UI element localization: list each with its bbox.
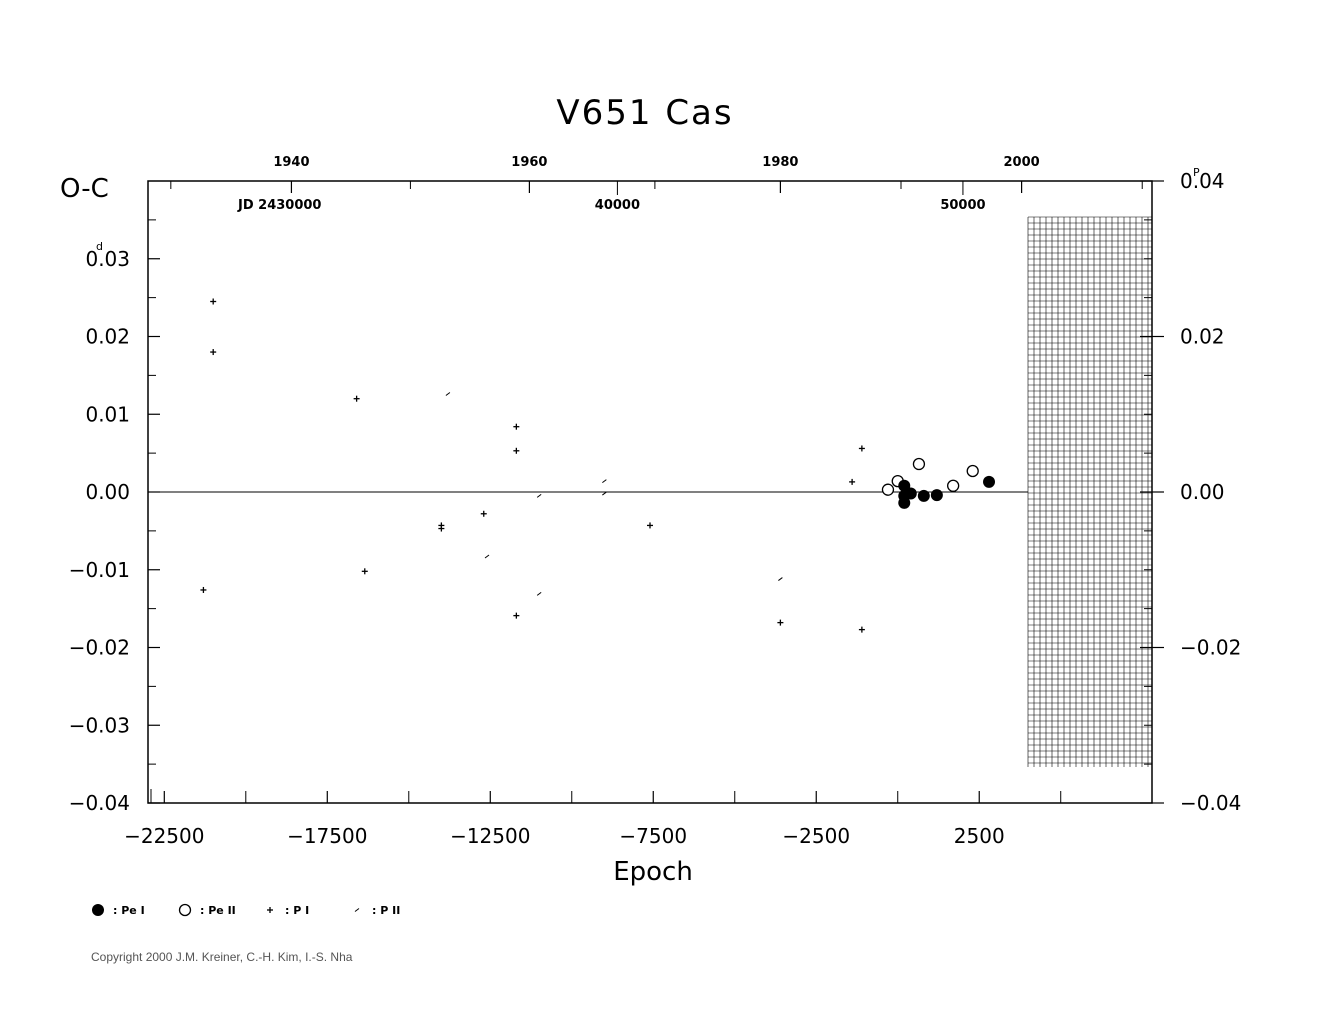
tick-mark xyxy=(536,493,542,498)
data-points xyxy=(200,298,996,633)
right-unit-superscript: P xyxy=(1193,166,1200,179)
data-point-p-i xyxy=(647,522,653,529)
x-tick-label: −7500 xyxy=(619,824,687,848)
x-tick-label: −17500 xyxy=(287,824,367,848)
top-year-label: 1960 xyxy=(511,155,547,170)
chart-title: V651 Cas xyxy=(556,93,733,133)
legend-label: : P II xyxy=(372,904,400,917)
data-point-p-i xyxy=(200,586,207,593)
data-point-pe-i xyxy=(930,489,943,502)
y-tick-label: 0.00 xyxy=(85,480,130,504)
legend-label: : Pe II xyxy=(200,904,236,917)
data-point-pe-ii xyxy=(912,457,926,471)
data-point-p-i xyxy=(513,612,520,619)
tick-mark xyxy=(445,392,451,396)
data-point-p-ii xyxy=(484,554,490,559)
axis-tick-labels: −22500 −17500 −12500 −7500 −2500 2500 −0.04 −0.… xyxy=(69,155,1242,848)
y-tick-label: −0.01 xyxy=(69,558,130,582)
data-point-p-i xyxy=(513,423,520,430)
y-axis-label: O-C xyxy=(60,174,109,204)
data-point-p-i xyxy=(858,626,865,633)
right-tick-label: 0.02 xyxy=(1180,325,1225,349)
data-point-pe-ii xyxy=(966,464,979,478)
tick-mark xyxy=(602,479,607,484)
future-hatched-region xyxy=(1027,216,1152,767)
tick-mark xyxy=(484,554,490,559)
data-point-p-ii xyxy=(778,577,783,581)
data-point-p-i xyxy=(438,525,445,532)
tick-mark xyxy=(602,491,607,496)
x-tick-label: −12500 xyxy=(450,824,530,848)
y-tick-label: 0.03 xyxy=(85,247,130,271)
y-tick-label: −0.04 xyxy=(69,791,130,815)
data-point-p-ii xyxy=(602,479,607,484)
data-point-pe-ii xyxy=(881,483,895,496)
tick-mark xyxy=(778,577,783,581)
data-point-pe-i xyxy=(904,487,917,500)
tick-mark xyxy=(354,908,360,912)
legend-marker xyxy=(92,904,104,916)
top-jd-tick-label: 40000 xyxy=(595,198,640,213)
data-point-p-ii xyxy=(602,491,607,496)
x-tick-label: 2500 xyxy=(954,824,1005,848)
top-year-label: 2000 xyxy=(1004,155,1040,170)
right-tick-label: 0.04 xyxy=(1180,169,1225,193)
data-point-pe-i xyxy=(898,496,911,509)
y-tick-label: 0.01 xyxy=(85,402,130,426)
legend: : Pe I : Pe II : P I : P II xyxy=(92,903,400,917)
x-tick-label: −22500 xyxy=(124,824,204,848)
data-point-p-ii xyxy=(445,392,451,396)
top-jd-label: JD 2430000 xyxy=(237,198,321,213)
right-tick-label: −0.02 xyxy=(1180,636,1241,660)
y-tick-label: 0.02 xyxy=(85,325,130,349)
y-unit-superscript: d xyxy=(96,240,103,253)
data-point-p-i xyxy=(777,619,784,626)
data-point-pe-i xyxy=(917,489,930,502)
top-year-label: 1940 xyxy=(273,155,309,170)
data-point-p-ii xyxy=(536,493,542,498)
top-year-label: 1980 xyxy=(762,155,798,170)
x-tick-label: −2500 xyxy=(782,824,850,848)
y-tick-label: −0.02 xyxy=(69,636,130,660)
data-point-p-i xyxy=(353,395,360,402)
legend-label: : Pe I xyxy=(113,904,145,917)
copyright-text: Copyright 2000 J.M. Kreiner, C.-H. Kim, … xyxy=(91,950,353,964)
y-tick-label: −0.03 xyxy=(69,713,130,737)
data-point-p-i xyxy=(210,298,217,305)
tick-mark xyxy=(536,591,542,596)
right-tick-label: −0.04 xyxy=(1180,791,1241,815)
axis-ticks xyxy=(148,180,1164,804)
data-point-p-ii xyxy=(536,591,542,596)
top-jd-tick-label: 50000 xyxy=(940,198,985,213)
legend-marker xyxy=(267,907,273,913)
legend-marker xyxy=(178,903,192,917)
data-point-pe-ii xyxy=(947,479,960,492)
data-point-p-i xyxy=(513,447,520,454)
legend-marker xyxy=(354,908,360,912)
data-point-p-i xyxy=(849,478,856,485)
x-axis-label: Epoch xyxy=(613,857,693,887)
right-tick-label: 0.00 xyxy=(1180,480,1225,504)
data-point-p-i xyxy=(361,568,368,575)
data-point-p-i xyxy=(858,445,865,452)
data-point-p-i xyxy=(480,510,487,517)
data-point-pe-i xyxy=(983,475,996,488)
legend-label: : P I xyxy=(285,904,309,917)
data-point-p-i xyxy=(210,349,217,356)
